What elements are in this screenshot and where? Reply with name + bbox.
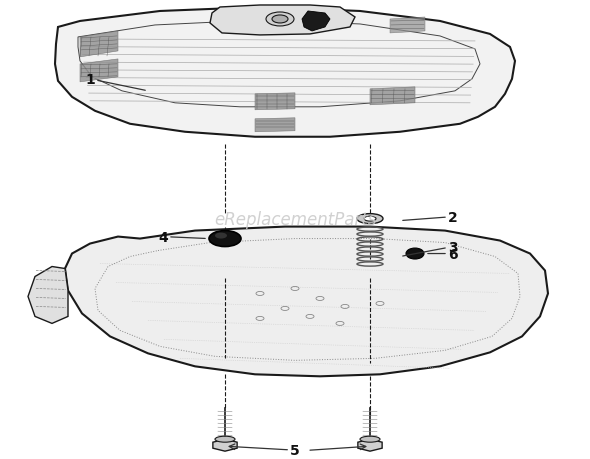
- Text: 3: 3: [403, 240, 458, 257]
- Text: eReplacementParts: eReplacementParts: [214, 211, 376, 229]
- Polygon shape: [255, 94, 295, 111]
- Polygon shape: [370, 88, 415, 106]
- Polygon shape: [80, 32, 118, 58]
- Ellipse shape: [272, 16, 288, 24]
- Polygon shape: [65, 227, 548, 376]
- Ellipse shape: [406, 248, 424, 259]
- Text: 2: 2: [403, 210, 458, 224]
- Text: 1: 1: [85, 73, 145, 91]
- Text: 6: 6: [428, 247, 458, 261]
- Ellipse shape: [357, 214, 383, 224]
- Polygon shape: [358, 439, 382, 451]
- Ellipse shape: [360, 436, 380, 442]
- Polygon shape: [80, 60, 118, 83]
- Polygon shape: [210, 6, 355, 36]
- Ellipse shape: [266, 13, 294, 27]
- Ellipse shape: [215, 436, 235, 442]
- Polygon shape: [302, 12, 330, 32]
- Polygon shape: [55, 8, 515, 137]
- Ellipse shape: [364, 217, 376, 222]
- Polygon shape: [255, 118, 295, 133]
- Ellipse shape: [209, 231, 241, 247]
- Polygon shape: [213, 439, 237, 451]
- Polygon shape: [28, 267, 68, 324]
- Text: 5: 5: [229, 443, 300, 457]
- Ellipse shape: [215, 233, 227, 239]
- Polygon shape: [390, 18, 425, 34]
- Text: 4: 4: [158, 230, 205, 244]
